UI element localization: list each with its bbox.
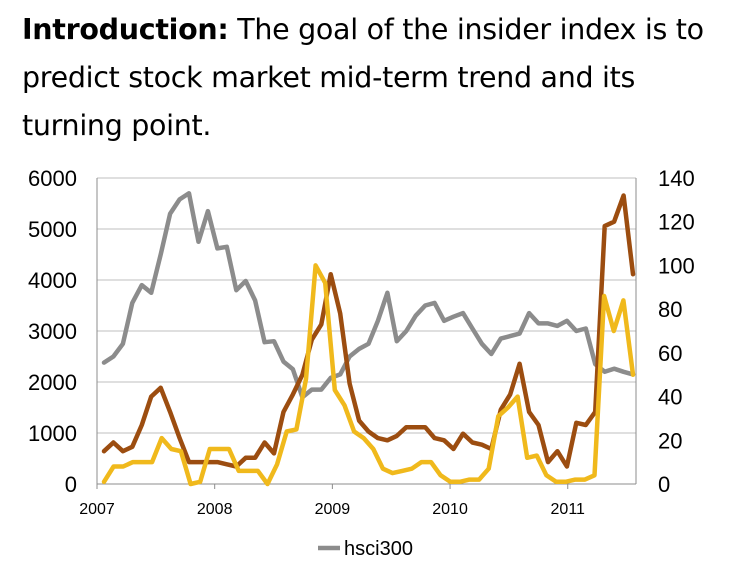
series-line-series-3 [101, 263, 636, 487]
right-y-tick-label: 40 [658, 385, 682, 410]
grid-lines [97, 177, 636, 434]
left-y-tick-label: 3000 [28, 319, 77, 344]
x-axis-ticks: 2007 2008 2009 2010 2011 [79, 484, 585, 518]
left-y-tick-label: 5000 [28, 217, 77, 242]
x-tick-label: 2009 [315, 501, 351, 518]
right-y-tick-label: 140 [658, 166, 695, 191]
x-tick-label: 2011 [551, 501, 586, 518]
left-y-tick-label: 1000 [28, 421, 77, 446]
right-y-tick-label: 100 [658, 253, 695, 278]
introduction-text: The goal of the insider index is to pred… [22, 13, 704, 142]
right-y-tick-label: 60 [658, 341, 682, 366]
x-tick-label: 2008 [197, 501, 233, 518]
series-line-hsci300 [101, 191, 636, 400]
right-y-tick-label: 20 [658, 428, 682, 453]
right-y-axis-ticks: 0 20 40 60 80 100 120 140 [658, 166, 695, 497]
chart-series [101, 191, 636, 487]
legend-label: hsci300 [344, 538, 413, 560]
introduction-paragraph: Introduction: The goal of the insider in… [22, 6, 722, 150]
left-y-tick-label: 2000 [28, 370, 77, 395]
left-y-tick-label: 4000 [28, 268, 77, 293]
introduction-lead: Introduction: [22, 13, 229, 46]
right-y-tick-label: 80 [658, 297, 682, 322]
series-line-series-2 [101, 193, 636, 469]
left-y-tick-label: 0 [65, 472, 77, 497]
right-y-tick-label: 0 [658, 472, 670, 497]
chart-legend: hsci300 [318, 538, 413, 560]
left-y-tick-label: 6000 [28, 166, 77, 191]
x-tick-label: 2007 [79, 501, 115, 518]
left-y-axis-ticks: 0 1000 2000 3000 4000 5000 6000 [28, 166, 77, 497]
x-tick-label: 2010 [432, 501, 468, 518]
right-y-tick-label: 120 [658, 210, 695, 235]
chart-axes [96, 178, 637, 485]
